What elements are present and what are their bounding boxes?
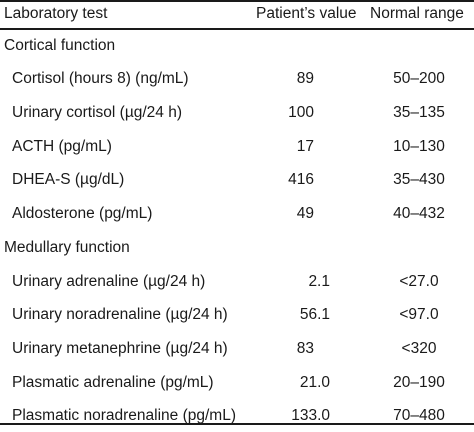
normal-range: 50–200: [393, 70, 445, 87]
normal-range: <320: [401, 340, 437, 357]
table-row: DHEA-S (µg/dL) 416 35–430: [0, 163, 474, 196]
header-divider-rule: [0, 28, 474, 30]
patient-value: 49: [296, 205, 314, 222]
table-row: Plasmatic adrenaline (pg/mL) 21.0 20–190: [0, 366, 474, 399]
patient-value: 89: [296, 70, 314, 87]
section-title: Medullary function: [4, 239, 130, 256]
normal-range: 35–430: [393, 171, 445, 188]
normal-range: 70–480: [393, 407, 445, 424]
patient-value: 56.1: [299, 306, 330, 323]
test-name: Urinary adrenaline (µg/24 h): [12, 273, 206, 290]
normal-range: 20–190: [393, 374, 445, 391]
patient-value: 416: [288, 171, 314, 188]
test-name: Urinary cortisol (µg/24 h): [12, 104, 183, 121]
normal-range: <27.0: [399, 273, 439, 290]
table-row: Urinary noradrenaline (µg/24 h) 56.1 <97…: [0, 298, 474, 331]
test-name: ACTH (pg/mL): [12, 138, 112, 155]
table-row: Urinary adrenaline (µg/24 h) 2.1 <27.0: [0, 265, 474, 298]
header-laboratory-test: Laboratory test: [4, 5, 108, 22]
table-bottom-rule: [0, 423, 474, 425]
test-name: Plasmatic adrenaline (pg/mL): [12, 374, 214, 391]
section-title: Cortical function: [4, 37, 116, 54]
table-row: Urinary cortisol (µg/24 h) 100 35–135: [0, 96, 474, 129]
table-row: ACTH (pg/mL) 17 10–130: [0, 130, 474, 163]
table-header-row: Laboratory test Patient’s value Normal r…: [0, 0, 474, 30]
test-name: Urinary noradrenaline (µg/24 h): [12, 306, 228, 323]
normal-range: 40–432: [393, 205, 445, 222]
patient-value: 2.1: [308, 273, 330, 290]
header-normal-range: Normal range: [370, 5, 464, 22]
patient-value: 17: [296, 138, 314, 155]
normal-range: <97.0: [399, 306, 439, 323]
normal-range: 10–130: [393, 138, 445, 155]
table-row: Cortisol (hours 8) (ng/mL) 89 50–200: [0, 62, 474, 95]
header-patients-value: Patient’s value: [256, 5, 357, 22]
table-top-rule: [0, 0, 474, 2]
test-name: Aldosterone (pg/mL): [12, 205, 153, 222]
test-name: Urinary metanephrine (µg/24 h): [12, 340, 228, 357]
table-row: Urinary metanephrine (µg/24 h) 83 <320: [0, 332, 474, 365]
patient-value: 83: [296, 340, 314, 357]
table-row: Aldosterone (pg/mL) 49 40–432: [0, 197, 474, 230]
section-title-cortical: Cortical function: [0, 29, 474, 62]
patient-value: 133.0: [291, 407, 330, 424]
patient-value: 21.0: [299, 374, 330, 391]
section-title-medullary: Medullary function: [0, 231, 474, 264]
patient-value: 100: [288, 104, 314, 121]
table-row: Plasmatic noradrenaline (pg/mL) 133.0 70…: [0, 399, 474, 432]
normal-range: 35–135: [393, 104, 445, 121]
test-name: Plasmatic noradrenaline (pg/mL): [12, 407, 236, 424]
test-name: DHEA-S (µg/dL): [12, 171, 125, 188]
test-name: Cortisol (hours 8) (ng/mL): [12, 70, 189, 87]
